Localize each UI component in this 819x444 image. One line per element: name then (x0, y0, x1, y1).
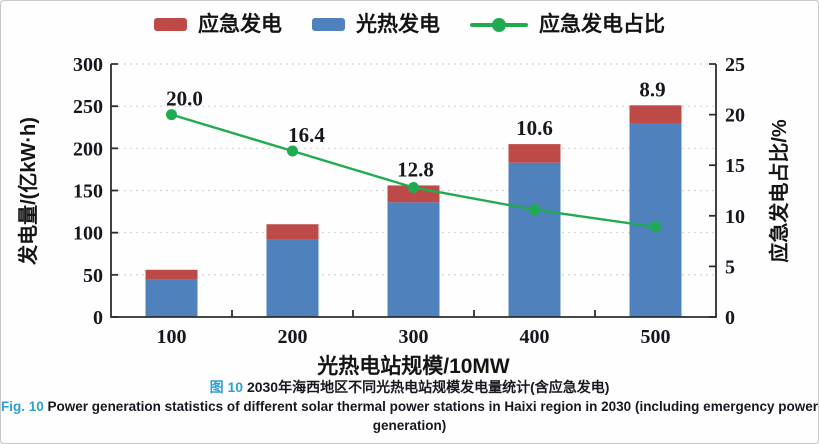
bar-csp (145, 279, 198, 317)
legend-label-csp: 光热发电 (356, 13, 440, 36)
caption-zh: 图 10 2030年海西地区不同光热电站规模发电量统计(含应急发电) (1, 377, 818, 397)
caption-en: Fig. 10 Power generation statistics of d… (1, 397, 818, 435)
x-tick-label: 300 (399, 326, 429, 348)
legend-label-emergency: 应急发电 (198, 13, 282, 36)
x-tick-label: 200 (278, 326, 308, 348)
x-tick-label: 100 (157, 326, 187, 348)
x-axis-title: 光热电站规模/10MW (316, 354, 510, 378)
bar-csp (387, 202, 440, 317)
caption-en-number: Fig. 10 (1, 399, 44, 414)
bar-emergency (145, 269, 198, 280)
y-left-tick-label: 300 (73, 54, 103, 76)
emergency-swatch-icon (154, 18, 187, 31)
y-left-tick-label: 50 (83, 265, 103, 287)
y-left-tick-label: 150 (73, 181, 103, 203)
y-left-tick-label: 200 (73, 138, 103, 160)
y-right-axis-title: 应急发电占比/% (767, 119, 791, 263)
csp-swatch-icon (312, 18, 345, 31)
caption-zh-text: 2030年海西地区不同光热电站规模发电量统计(含应急发电) (246, 379, 610, 395)
point-label: 16.4 (288, 123, 325, 147)
bar-csp (629, 123, 682, 317)
ratio-dot-icon (492, 17, 506, 32)
figure-captions: 图 10 2030年海西地区不同光热电站规模发电量统计(含应急发电) Fig. … (1, 377, 818, 435)
ratio-marker (529, 204, 540, 216)
ratio-marker (287, 145, 298, 157)
y-right-tick-label: 25 (725, 54, 745, 76)
bar-csp (266, 239, 319, 317)
y-right-tick-label: 10 (725, 206, 745, 228)
y-left-tick-label: 100 (73, 223, 103, 245)
point-label: 10.6 (516, 116, 553, 140)
chart-legend: 应急发电 光热发电 应急发电占比 (1, 14, 818, 35)
caption-en-text: Power generation statistics of different… (47, 399, 818, 433)
y-left-tick-label: 0 (93, 307, 103, 329)
point-label: 8.9 (639, 77, 665, 101)
legend-item-emergency: 应急发电 (154, 14, 282, 35)
y-right-tick-label: 5 (725, 256, 735, 278)
y-left-tick-label: 250 (73, 96, 103, 118)
ratio-line-marker-icon (470, 17, 528, 32)
y-right-tick-label: 15 (725, 155, 745, 177)
y-right-tick-label: 0 (725, 307, 735, 329)
point-label: 20.0 (166, 87, 203, 111)
legend-item-csp: 光热发电 (312, 14, 440, 35)
x-tick-label: 500 (641, 326, 671, 348)
ratio-marker (650, 221, 661, 233)
bar-csp (508, 162, 561, 317)
legend-label-ratio: 应急发电占比 (539, 13, 665, 36)
point-label: 12.8 (397, 157, 434, 181)
bar-emergency (266, 224, 319, 240)
y-right-tick-label: 20 (725, 105, 745, 127)
bar-emergency (629, 105, 682, 124)
ratio-marker (166, 109, 177, 121)
bar-emergency (508, 144, 561, 163)
y-left-axis-title: 发电量/(亿kW·h) (16, 117, 40, 266)
legend-item-ratio: 应急发电占比 (470, 14, 665, 35)
x-tick-label: 400 (520, 326, 550, 348)
caption-zh-number: 图 10 (209, 379, 244, 395)
ratio-marker (408, 181, 419, 193)
chart-canvas: 20.0 16.4 12.8 10.6 8.9 0 50 100 150 200 250 300 0 5 1… (16, 54, 791, 378)
